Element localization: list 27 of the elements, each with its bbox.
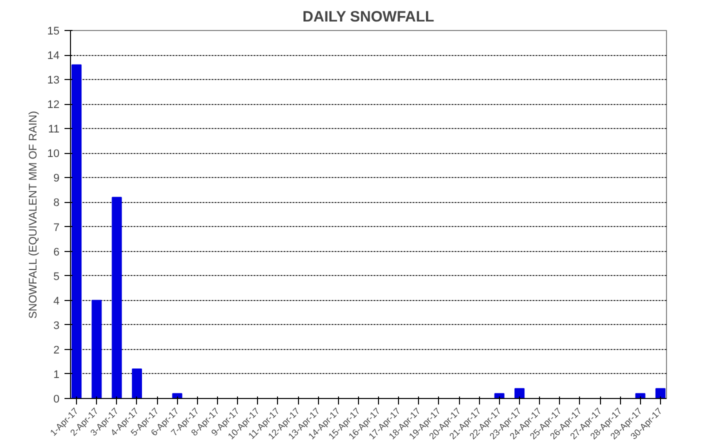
- y-tick-label: 0: [53, 394, 60, 406]
- y-tick-label: 7: [53, 222, 60, 234]
- y-tick-label: 12: [47, 99, 60, 112]
- y-tick-label: 2: [53, 344, 60, 356]
- y-tick-label: 1: [53, 368, 60, 381]
- bar: [514, 388, 525, 398]
- y-tick-label: 15: [47, 26, 60, 38]
- y-tick-label: 8: [53, 197, 60, 210]
- bar: [494, 393, 504, 398]
- y-tick-label: 13: [47, 74, 60, 87]
- y-tick-label: 14: [47, 50, 60, 62]
- bar: [112, 196, 122, 398]
- bar: [655, 388, 666, 398]
- bar: [635, 393, 646, 398]
- bar: [132, 368, 142, 398]
- bar: [172, 393, 182, 398]
- chart-title: DAILY SNOWFALL: [302, 8, 434, 26]
- y-tick-label: 4: [53, 295, 60, 308]
- y-tick-label: 3: [53, 320, 60, 332]
- y-tick-label: 9: [53, 172, 60, 185]
- bar: [72, 64, 82, 398]
- y-tick-label: 6: [53, 246, 60, 258]
- y-tick-label: 10: [47, 148, 60, 160]
- y-tick-label: 11: [48, 124, 60, 136]
- bar: [92, 300, 102, 398]
- y-axis-title: SNOWFALL (EQUIVALENT MM OF RAIN): [27, 110, 40, 319]
- y-tick-label: 5: [53, 270, 60, 283]
